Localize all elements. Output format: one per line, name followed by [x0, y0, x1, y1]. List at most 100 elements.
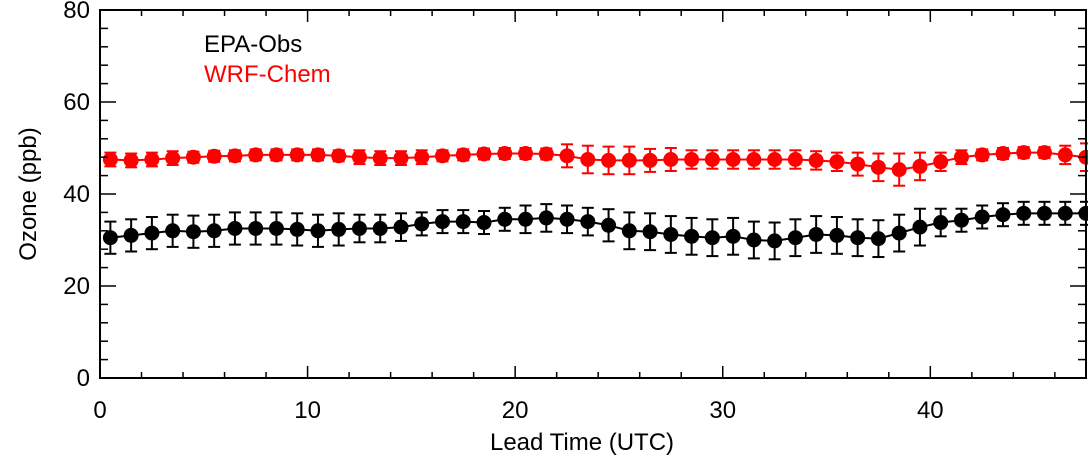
data-point [455, 147, 471, 163]
legend-entry: EPA-Obs [204, 31, 302, 58]
data-point [1057, 147, 1073, 163]
data-point [414, 149, 430, 165]
data-point [580, 214, 596, 230]
data-point [767, 233, 783, 249]
data-point [476, 146, 492, 162]
data-point [704, 230, 720, 246]
x-tick-label: 40 [917, 397, 944, 424]
data-point [850, 156, 866, 172]
data-point [953, 149, 969, 165]
data-point [435, 148, 451, 164]
data-point [704, 152, 720, 167]
x-axis: 0 10 20 30 40 [93, 10, 1056, 424]
x-tick-label: 10 [294, 397, 321, 424]
data-point [725, 228, 741, 244]
data-point [435, 214, 451, 230]
data-point [518, 146, 534, 162]
data-point [393, 150, 409, 166]
data-point [102, 230, 118, 246]
data-point [289, 221, 305, 237]
data-point [642, 224, 658, 240]
data-point [310, 223, 326, 239]
data-point [912, 158, 928, 174]
data-point [227, 221, 243, 236]
x-tick-label: 0 [93, 397, 106, 424]
data-point [227, 148, 243, 164]
data-point [497, 146, 513, 162]
data-point [393, 219, 409, 235]
data-point [891, 162, 907, 178]
x-tick-label: 30 [709, 397, 736, 424]
data-point [891, 225, 907, 241]
y-axis: 0 20 40 60 80 [63, 0, 1086, 392]
legend: EPA-Obs WRF-Chem [204, 31, 331, 88]
y-tick-label: 80 [63, 0, 90, 24]
data-point [725, 152, 741, 167]
data-point [289, 147, 305, 163]
data-point [123, 227, 139, 243]
x-axis-title: Lead Time (UTC) [490, 429, 674, 456]
data-point [787, 152, 803, 167]
data-point [559, 211, 575, 227]
data-point [185, 224, 201, 240]
data-point [829, 154, 845, 170]
data-point [684, 152, 700, 167]
data-point [787, 230, 803, 246]
data-point [206, 223, 222, 239]
data-point [621, 223, 637, 239]
plot-area [102, 142, 1088, 261]
data-point [829, 227, 845, 243]
data-point [1016, 205, 1032, 221]
data-point [808, 226, 824, 242]
data-point [953, 212, 969, 228]
data-point [933, 154, 949, 170]
data-point [310, 147, 326, 163]
data-point [372, 150, 388, 166]
data-point [372, 221, 388, 236]
y-tick-label: 60 [63, 89, 90, 116]
data-point [206, 148, 222, 164]
data-point [870, 231, 886, 247]
data-point [351, 149, 367, 165]
data-point [850, 230, 866, 246]
y-tick-label: 0 [77, 365, 90, 392]
data-point [808, 152, 824, 168]
y-axis-title: Ozone (ppb) [15, 127, 42, 260]
data-point [870, 159, 886, 175]
y-tick-label: 20 [63, 273, 90, 300]
data-point [1036, 145, 1052, 161]
data-point [767, 152, 783, 167]
data-point [248, 221, 264, 236]
data-point [497, 211, 513, 227]
data-point [165, 150, 181, 166]
data-point [580, 152, 596, 167]
data-point [185, 149, 201, 165]
data-point [746, 152, 762, 167]
data-point [912, 219, 928, 235]
data-point [995, 146, 1011, 162]
data-point [663, 152, 679, 167]
data-point [144, 225, 160, 241]
data-point [601, 217, 617, 233]
data-point [102, 152, 118, 167]
data-point [331, 148, 347, 164]
data-point [538, 146, 554, 162]
data-point [476, 215, 492, 231]
data-point [601, 152, 617, 168]
data-point [642, 152, 658, 168]
data-point [684, 228, 700, 244]
data-point [123, 152, 139, 168]
data-point [559, 148, 575, 164]
data-point [663, 226, 679, 242]
data-point [1036, 205, 1052, 221]
data-point [518, 211, 534, 227]
data-point [538, 210, 554, 226]
data-point [1057, 205, 1073, 221]
legend-entry: WRF-Chem [204, 61, 331, 88]
data-point [248, 147, 264, 163]
data-point [974, 147, 990, 163]
data-point [746, 232, 762, 248]
data-point [351, 221, 367, 236]
series-wrf-chem [102, 142, 1088, 187]
